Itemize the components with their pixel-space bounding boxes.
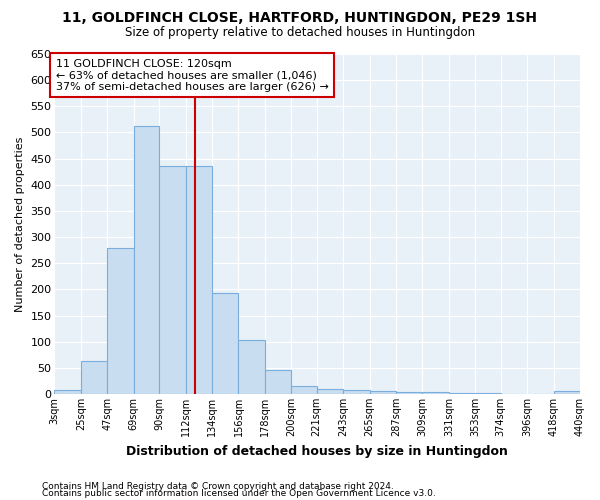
Bar (554, 392, 580, 394)
Bar (81, 361, 107, 394)
Bar (238, 340, 265, 394)
Bar (396, 392, 422, 394)
Text: Contains HM Land Registry data © Crown copyright and database right 2024.: Contains HM Land Registry data © Crown c… (42, 482, 394, 491)
Bar (370, 392, 396, 394)
Bar (159, 166, 185, 394)
Bar (134, 126, 159, 394)
Bar (55, 390, 81, 394)
Text: Size of property relative to detached houses in Huntingdon: Size of property relative to detached ho… (125, 26, 475, 39)
Bar (265, 370, 292, 394)
Bar (343, 390, 370, 394)
Text: 11, GOLDFINCH CLOSE, HARTFORD, HUNTINGDON, PE29 1SH: 11, GOLDFINCH CLOSE, HARTFORD, HUNTINGDO… (62, 11, 538, 25)
Y-axis label: Number of detached properties: Number of detached properties (15, 136, 25, 312)
Bar (185, 166, 212, 394)
Bar (422, 392, 449, 394)
Bar (107, 248, 134, 394)
Bar (317, 389, 343, 394)
Bar (292, 386, 317, 394)
Text: 11 GOLDFINCH CLOSE: 120sqm
← 63% of detached houses are smaller (1,046)
37% of s: 11 GOLDFINCH CLOSE: 120sqm ← 63% of deta… (56, 58, 329, 92)
Bar (449, 393, 475, 394)
Bar (212, 293, 238, 394)
X-axis label: Distribution of detached houses by size in Huntingdon: Distribution of detached houses by size … (126, 444, 508, 458)
Text: Contains public sector information licensed under the Open Government Licence v3: Contains public sector information licen… (42, 490, 436, 498)
